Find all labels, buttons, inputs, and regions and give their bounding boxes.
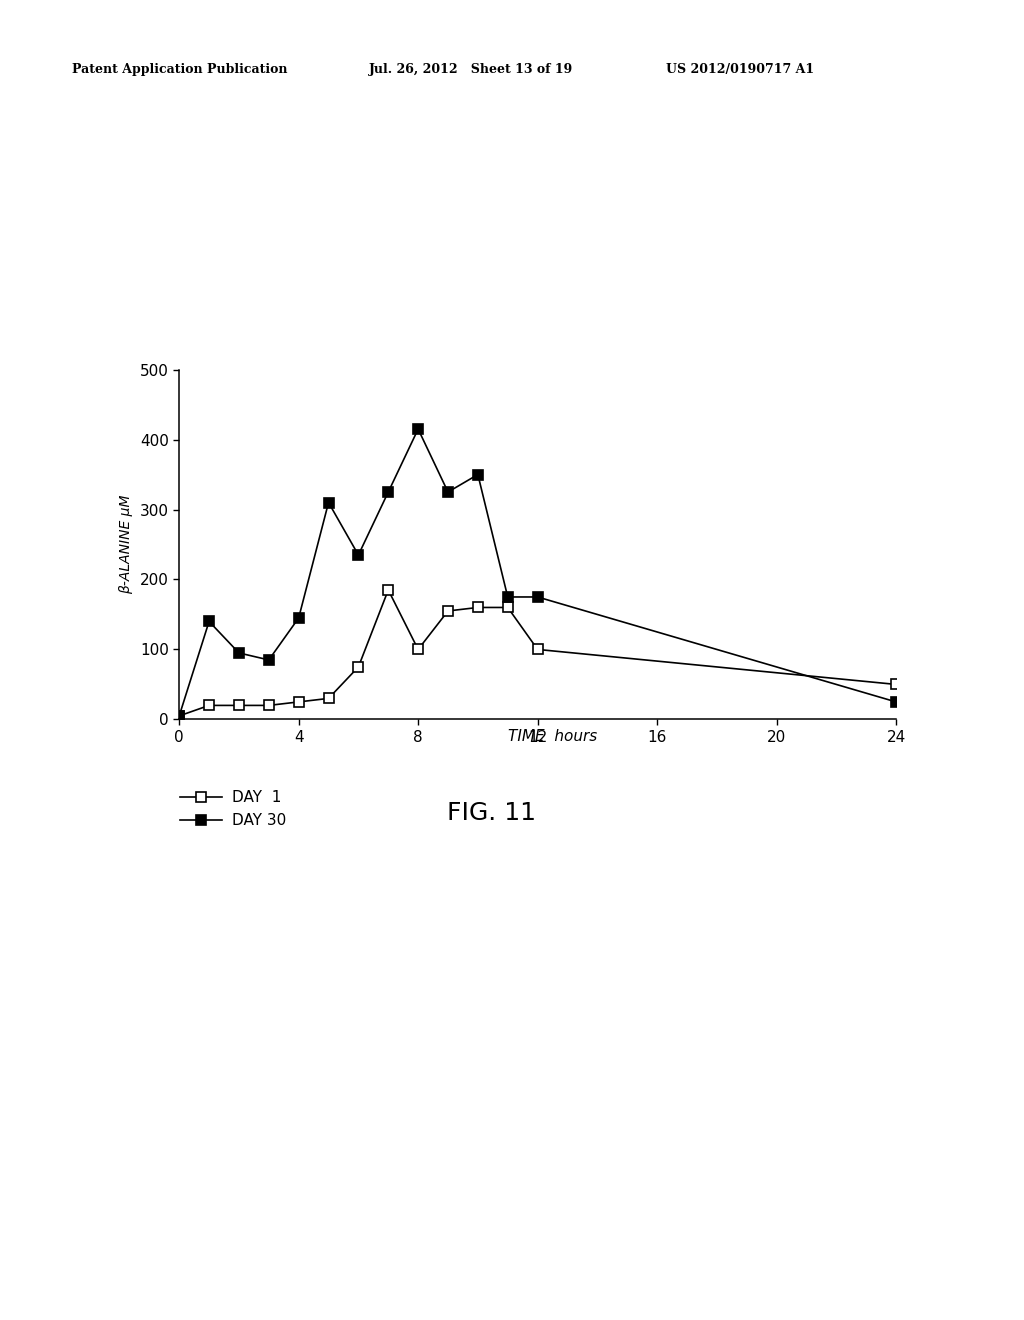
Text: TIME  hours: TIME hours: [508, 729, 598, 743]
Text: Patent Application Publication: Patent Application Publication: [72, 63, 287, 77]
Text: Jul. 26, 2012   Sheet 13 of 19: Jul. 26, 2012 Sheet 13 of 19: [369, 63, 572, 77]
Y-axis label: β-ALANINE μM: β-ALANINE μM: [119, 495, 133, 594]
Text: FIG. 11: FIG. 11: [447, 801, 536, 825]
Legend: DAY  1, DAY 30: DAY 1, DAY 30: [179, 789, 286, 829]
Text: US 2012/0190717 A1: US 2012/0190717 A1: [666, 63, 814, 77]
